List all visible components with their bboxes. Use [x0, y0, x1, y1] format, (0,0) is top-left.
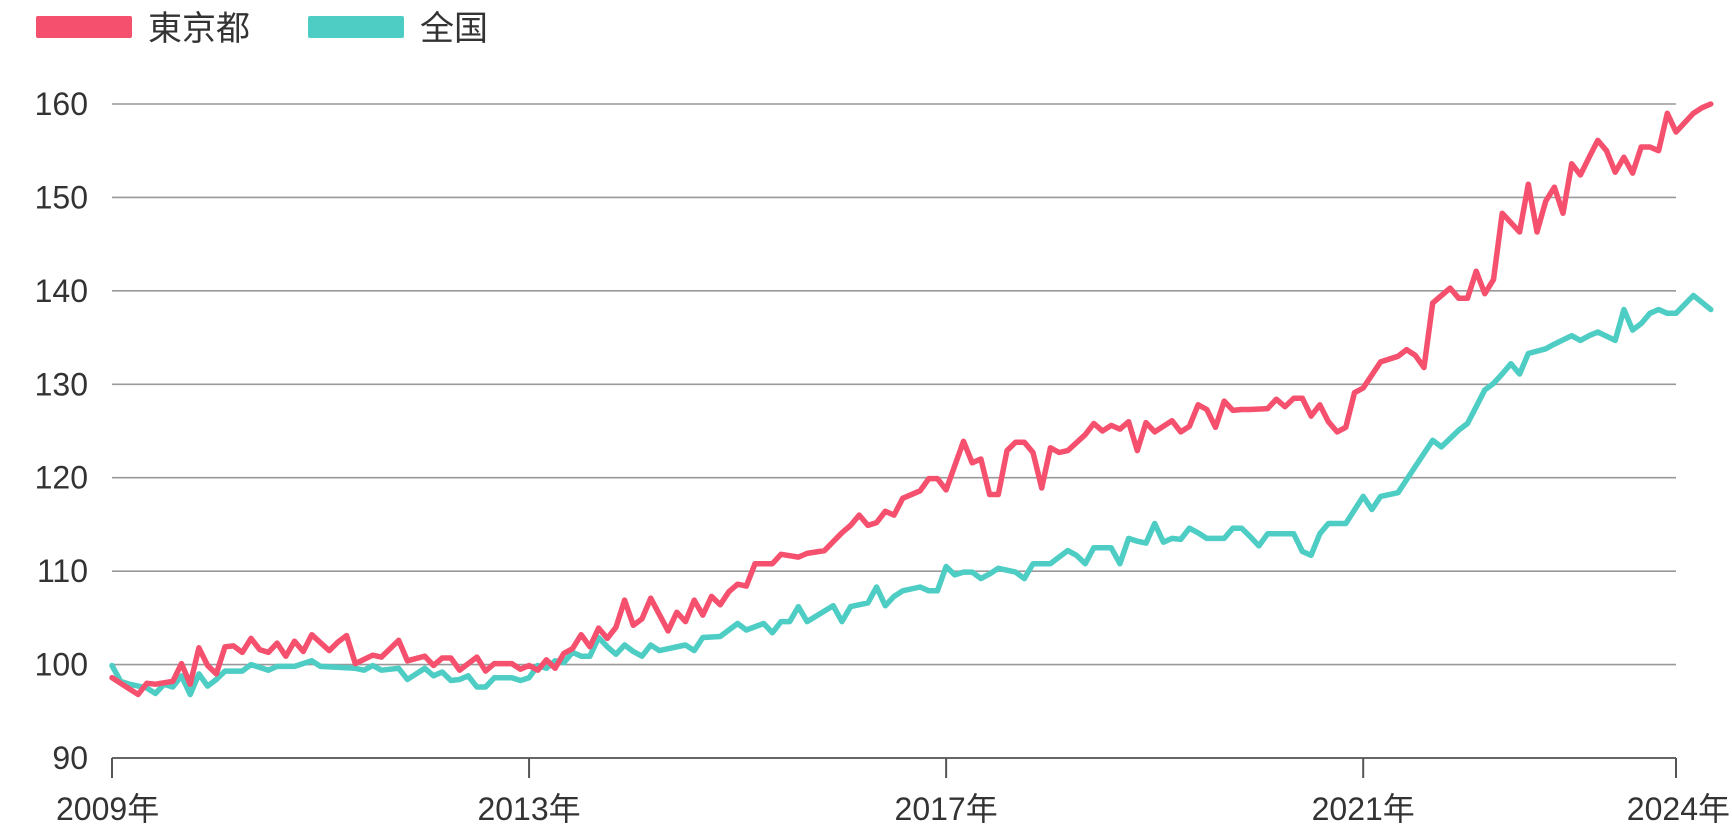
x-tick-label: 2017年	[895, 791, 998, 827]
x-tick-label: 2021年	[1312, 791, 1415, 827]
legend: 東京都 全国	[36, 9, 488, 49]
legend-swatch-tokyo	[36, 16, 132, 38]
x-tick-label: 2024年	[1627, 791, 1730, 827]
y-tick-label: 90	[52, 740, 88, 776]
y-tick-label: 110	[37, 553, 88, 589]
x-tick-label: 2009年	[56, 791, 159, 827]
y-tick-label: 140	[35, 273, 88, 309]
y-tick-label: 120	[35, 460, 88, 496]
x-axis: 2009年 2013年 2017年 2021年 2024年	[56, 758, 1730, 827]
series-group	[109, 101, 1714, 698]
y-tick-label: 100	[35, 647, 88, 683]
legend-label-national: 全国	[420, 9, 488, 49]
series-line-tokyo	[109, 101, 1714, 698]
y-tick-label: 160	[35, 86, 88, 122]
y-axis: 90 100 110 120 130 140 150 160	[35, 86, 88, 776]
legend-swatch-national	[308, 16, 404, 38]
grid	[112, 103, 1676, 759]
legend-label-tokyo: 東京都	[148, 9, 250, 49]
series-line-national	[109, 292, 1714, 698]
x-tick-label: 2013年	[477, 791, 580, 827]
y-tick-label: 150	[35, 179, 88, 215]
y-tick-label: 130	[35, 366, 88, 402]
